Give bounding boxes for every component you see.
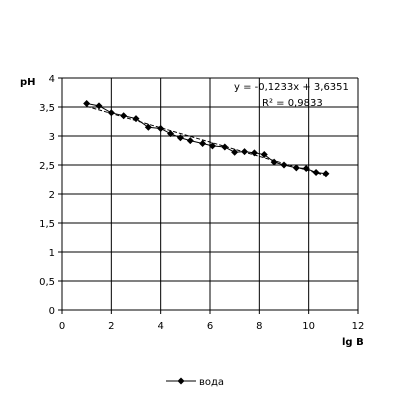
data-point	[120, 112, 128, 120]
data-point	[167, 130, 175, 138]
data-point	[157, 124, 165, 132]
data-point	[208, 142, 216, 150]
data-point	[231, 148, 239, 156]
trendline-equation: y = -0,1233x + 3,6351	[234, 82, 349, 93]
trendline-r2: R² = 0,9833	[262, 98, 323, 109]
data-point	[270, 158, 278, 166]
data-point	[144, 123, 152, 131]
data-point	[292, 164, 300, 172]
data-point	[302, 164, 310, 172]
data-point	[280, 161, 288, 169]
data-point	[241, 148, 249, 156]
x-tick-label: 8	[256, 321, 262, 332]
y-tick-label: 3	[49, 132, 55, 143]
x-tick-label: 10	[302, 321, 315, 332]
x-tick-label: 0	[59, 321, 65, 332]
data-point	[95, 102, 103, 110]
y-tick-label: 0,5	[39, 277, 55, 288]
x-tick-label: 4	[157, 321, 163, 332]
data-point	[322, 170, 330, 178]
data-point	[132, 115, 140, 123]
data-series	[83, 100, 330, 178]
grid-lines	[61, 77, 359, 311]
y-tick-label: 4	[49, 74, 55, 85]
data-point	[221, 143, 229, 151]
x-tick-label: 6	[207, 321, 213, 332]
data-point	[199, 140, 207, 148]
y-tick-label: 2	[49, 190, 55, 201]
data-point	[260, 151, 268, 159]
y-tick-label: 1,5	[39, 219, 55, 230]
data-point	[107, 109, 115, 117]
data-point	[186, 137, 194, 145]
tick-labels: 0 0,5 1 1,5 2 2,5 3 3,5 4 0 2 4 6 8 10 12	[39, 74, 364, 332]
y-tick-label: 3,5	[39, 103, 55, 114]
data-point	[176, 134, 184, 142]
x-axis-label: lg B	[342, 337, 364, 348]
legend: вода	[166, 377, 224, 388]
data-point	[250, 149, 258, 157]
y-axis-label: pH	[20, 77, 36, 88]
x-tick-label: 2	[108, 321, 114, 332]
data-point	[312, 169, 320, 177]
y-tick-label: 0	[49, 306, 55, 317]
y-tick-label: 2,5	[39, 161, 55, 172]
x-tick-label: 12	[352, 321, 365, 332]
y-tick-label: 1	[49, 248, 55, 259]
legend-marker-diamond-icon	[177, 377, 185, 385]
legend-label: вода	[199, 377, 224, 388]
data-point	[83, 100, 91, 108]
